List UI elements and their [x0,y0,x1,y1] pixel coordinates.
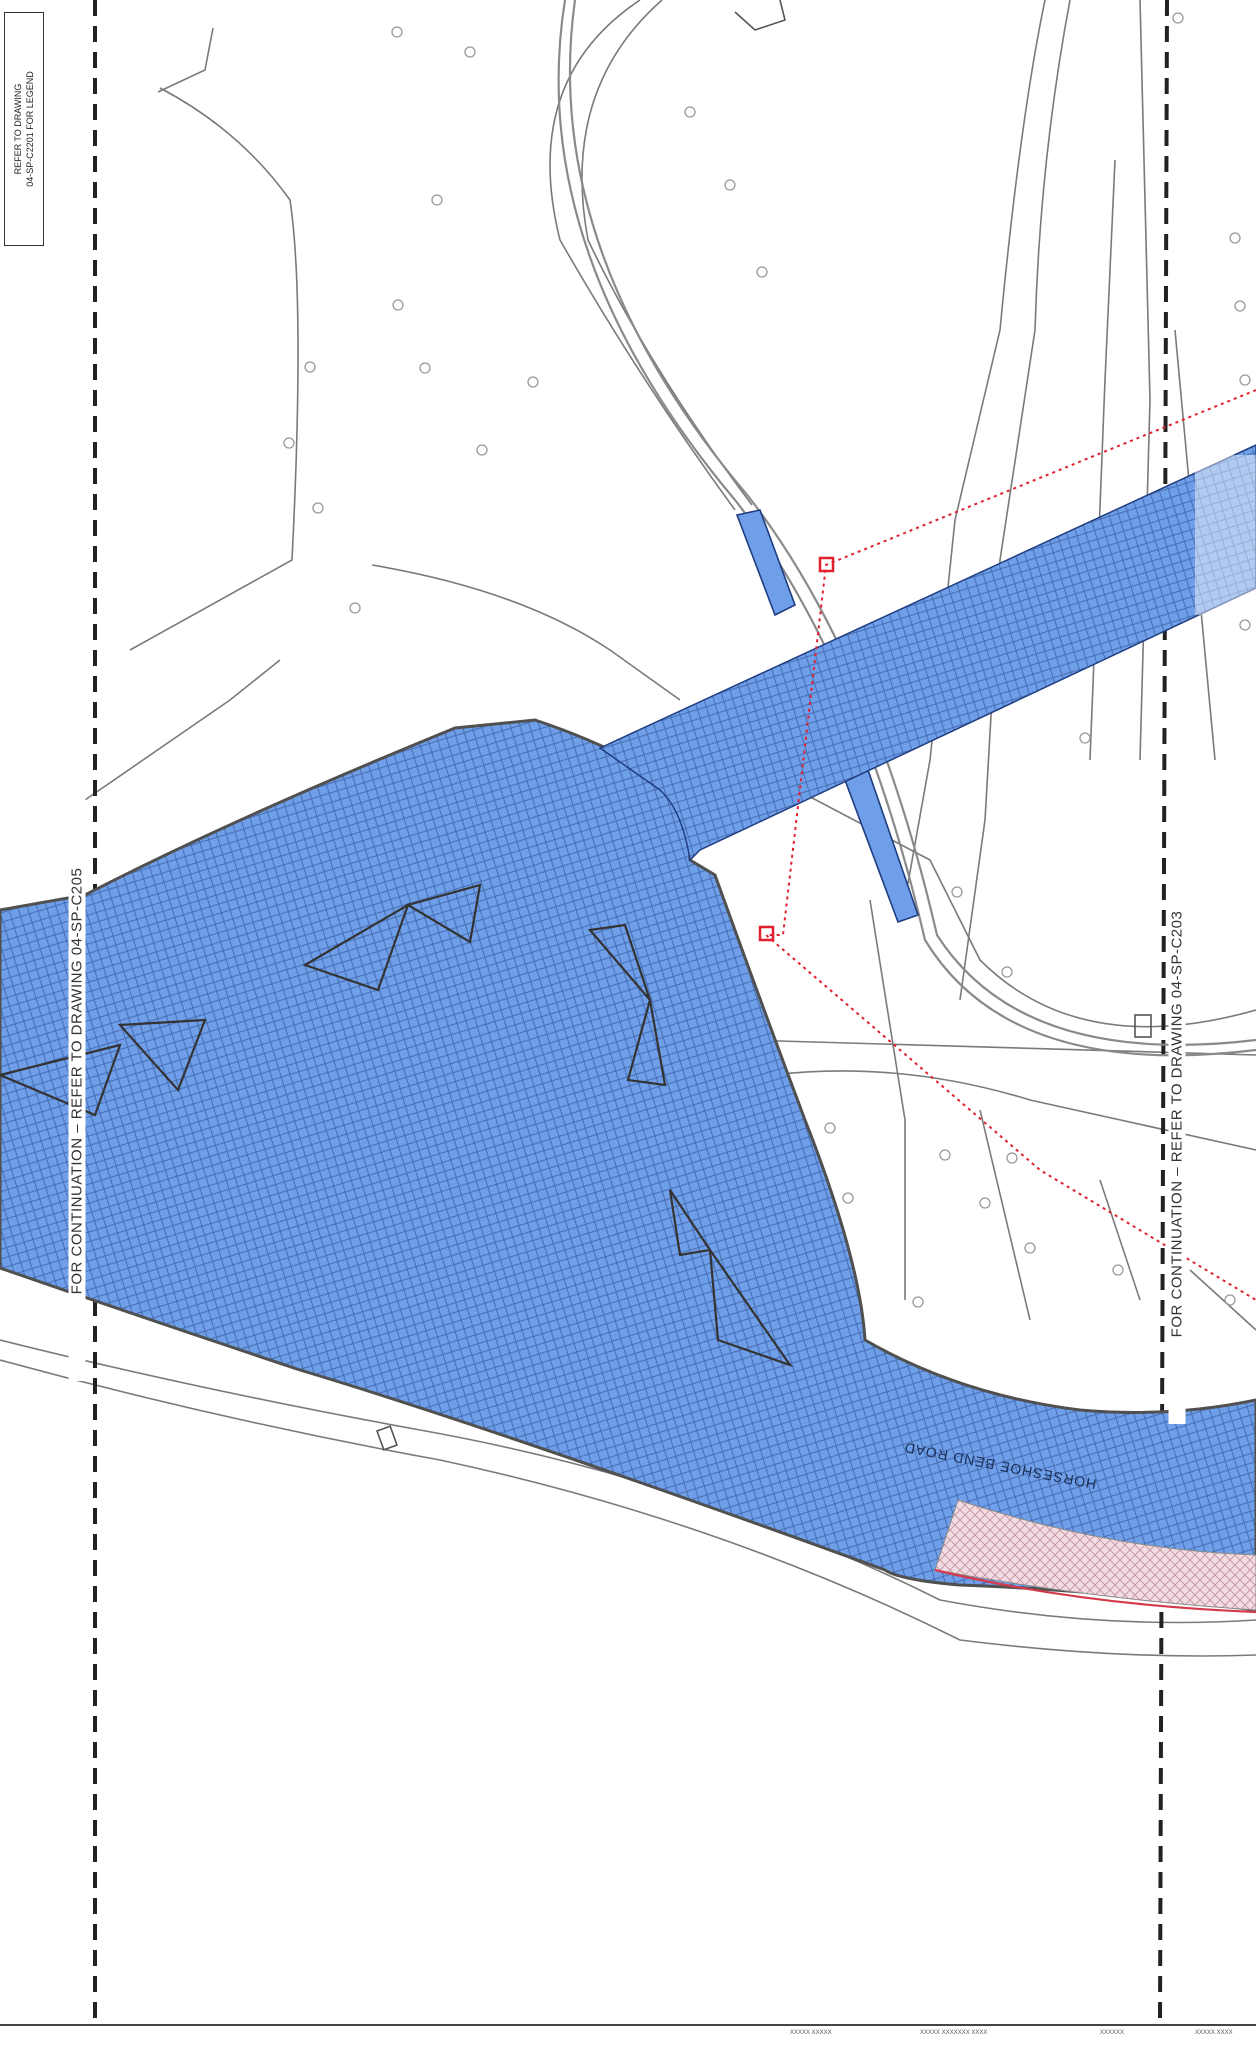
title-strip-text: XXXXX XXXX [1195,2030,1233,2036]
title-strip-text: XXXXX XXXXX [790,2030,832,2036]
control-point-marker [818,556,835,573]
continuation-note-right: FOR CONTINUATION – REFER TO DRAWING 04-S… [1168,824,1186,1424]
structure-marks [375,0,1152,1451]
legend-reference-text: REFER TO DRAWING 04-SP-C2201 FOR LEGEND [13,71,35,187]
tree-symbols [283,12,1251,1308]
strip-fade [1195,455,1256,615]
legend-reference-box: REFER TO DRAWING 04-SP-C2201 FOR LEGEND [4,12,44,246]
traffic-islands [0,883,793,1368]
control-point-marker [758,925,775,942]
title-strip-text: XXXXX XXXXXXX XXXX [920,2030,988,2036]
continuation-note-left: FOR CONTINUATION – REFER TO DRAWING 04-S… [68,781,86,1381]
title-strip-text: XXXXXX [1100,2030,1125,2036]
hatched-strip [598,444,1256,862]
pink-edge-line [934,1568,1256,1614]
red-service-trace [758,389,1256,1301]
pink-hatched-area [934,1499,1256,1611]
